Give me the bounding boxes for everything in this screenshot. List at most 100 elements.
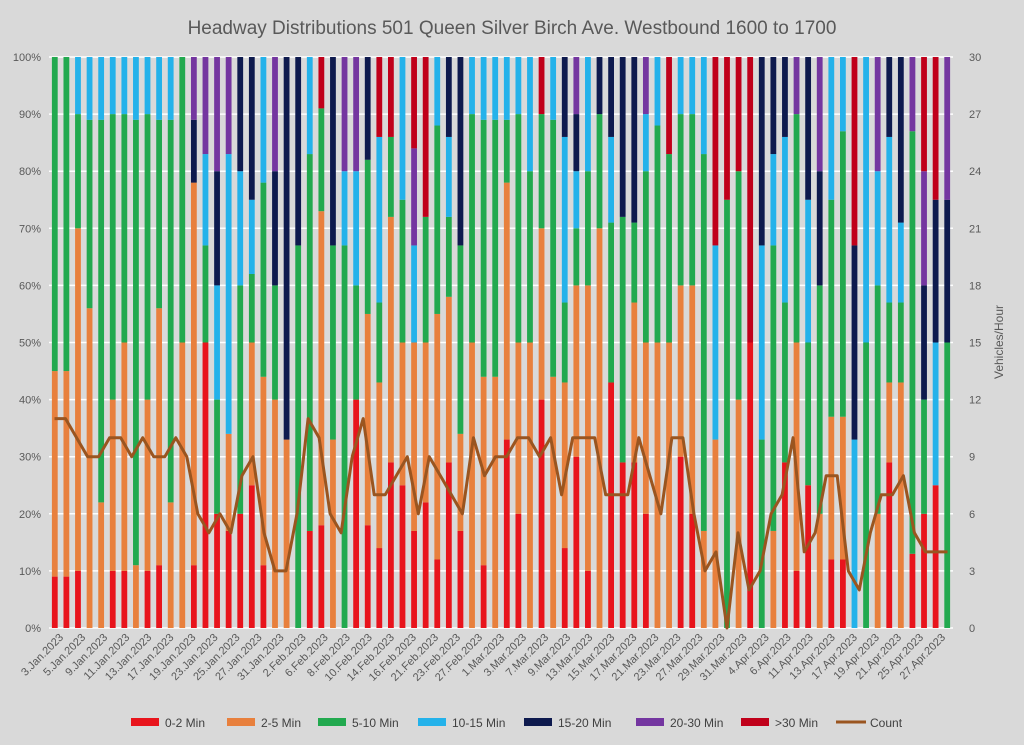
bar-segment (399, 57, 406, 200)
bar-stack (573, 57, 580, 628)
bar-stack (631, 57, 638, 628)
bar-stack (712, 57, 719, 628)
bar-segment (515, 513, 522, 628)
bar-segment (897, 382, 904, 628)
legend-entry: 20-30 Min (636, 716, 723, 730)
bar-segment (689, 285, 696, 514)
bar-stack (782, 57, 788, 628)
bar-segment (782, 462, 788, 628)
bar-stack (480, 57, 487, 628)
bar-segment (828, 416, 835, 560)
bar-stack (133, 57, 139, 628)
bar-segment (700, 57, 707, 155)
bar-segment (944, 199, 951, 343)
bar-segment (619, 462, 626, 628)
bar-segment (457, 245, 464, 434)
bar-segment (874, 171, 881, 286)
bar-segment (805, 342, 812, 486)
legend-label: 10-15 Min (452, 716, 505, 730)
bar-segment (364, 57, 371, 160)
bar-segment (109, 399, 116, 571)
bar-segment (608, 382, 614, 628)
bar-stack (422, 57, 429, 628)
bar-segment (677, 114, 684, 286)
bar-segment (237, 513, 244, 628)
bar-segment (666, 342, 672, 628)
bar-segment (689, 513, 696, 628)
bar-segment (619, 216, 626, 463)
bar-segment (596, 114, 603, 229)
bar-stack (388, 57, 394, 628)
bar-segment (388, 57, 394, 137)
bar-segment (411, 57, 417, 149)
bar-stack (735, 57, 742, 628)
count-series-line (54, 417, 948, 630)
bar-segment (886, 302, 893, 383)
bar-segment (376, 548, 383, 628)
bar-segment (527, 342, 533, 628)
bar-segment (932, 485, 939, 628)
y-tick-label: 30% (19, 452, 41, 464)
bar-segment (921, 513, 927, 628)
bar-segment (225, 57, 232, 155)
bar-segment (944, 57, 951, 200)
bar-segment (341, 57, 348, 172)
bar-stack (75, 57, 81, 628)
bar-segment (260, 376, 267, 566)
bar-segment (735, 57, 742, 172)
bar-segment (550, 376, 557, 628)
bar-stack (944, 57, 951, 628)
legend-swatch (741, 718, 769, 726)
bar-segment (700, 154, 707, 531)
bar-segment (318, 211, 325, 526)
bar-segment (341, 171, 348, 246)
bar-segment (237, 285, 244, 514)
bar-segment (445, 296, 452, 463)
bar-segment (51, 57, 58, 372)
bar-segment (272, 171, 278, 286)
bar-segment (689, 57, 696, 115)
bar-segment (272, 57, 278, 172)
bar-segment (167, 57, 174, 120)
bar-stack (214, 57, 220, 628)
bar-segment (921, 285, 927, 400)
bar-stack (283, 57, 290, 628)
bar-segment (109, 114, 116, 400)
bar-segment (666, 154, 672, 343)
bar-segment (86, 308, 93, 628)
bar-stack (190, 57, 197, 628)
bar-segment (886, 462, 893, 628)
bar-stack (445, 57, 452, 628)
bar-segment (225, 433, 232, 531)
bar-segment (758, 245, 765, 440)
bar-segment (851, 57, 858, 246)
bar-segment (828, 57, 835, 200)
bar-segment (585, 57, 591, 172)
bar-segment (133, 57, 139, 120)
bar-segment (75, 228, 81, 571)
bar-segment (353, 57, 360, 172)
bar-stack (550, 57, 557, 628)
bar-segment (190, 565, 197, 628)
bar-stack (700, 57, 707, 628)
bar-segment (63, 57, 70, 372)
bar-segment (793, 342, 800, 571)
bar-segment (828, 199, 835, 417)
bar-segment (585, 285, 591, 571)
bar-stack (816, 57, 823, 628)
bar-segment (86, 119, 93, 309)
bar-segment (260, 565, 267, 628)
y-tick-label: 80% (19, 166, 41, 178)
bar-segment (353, 171, 360, 286)
bar-segment (422, 57, 429, 217)
bar-segment (538, 114, 545, 229)
bar-stack (666, 57, 672, 628)
bar-stack (851, 57, 858, 628)
y2-tick-label: 18 (969, 280, 981, 292)
bar-segment (608, 57, 614, 137)
bar-segment (272, 399, 278, 628)
bar-segment (770, 245, 777, 531)
bar-segment (538, 228, 545, 400)
bar-segment (330, 439, 336, 628)
bar-stack (353, 57, 360, 628)
